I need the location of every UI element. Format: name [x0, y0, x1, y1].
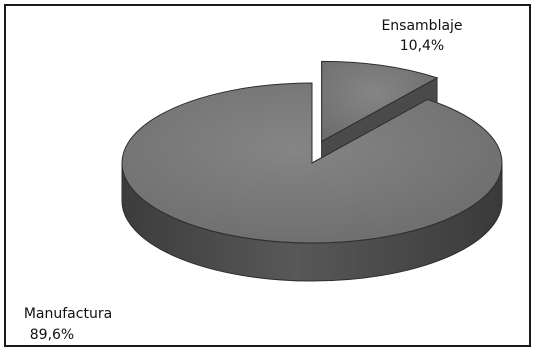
pie-slice-manufactura	[121, 82, 503, 244]
slice-label-manufactura: Manufactura	[24, 306, 112, 322]
slice-value-manufactura: 89,6%	[30, 327, 74, 343]
pie-tops	[121, 60, 503, 244]
slice-label-ensamblaje: Ensamblaje	[381, 18, 462, 34]
slice-value-ensamblaje: 10,4%	[400, 38, 444, 54]
pie-slice-ensamblaje	[321, 60, 439, 143]
